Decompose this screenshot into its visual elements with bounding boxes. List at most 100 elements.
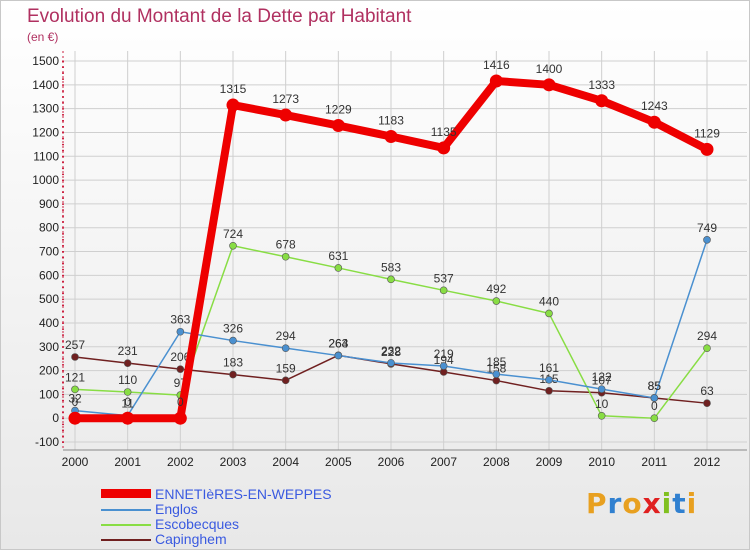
data-label: 194 [434,353,454,367]
data-label: 583 [381,260,401,274]
data-point [281,252,290,261]
data-point [650,394,659,402]
data-point [492,370,501,378]
y-tick-label: 600 [39,268,59,282]
y-axis-tick [62,167,64,170]
y-axis-tick [62,96,64,98]
data-label: 0 [124,395,131,409]
legend-swatch-englos [101,509,151,511]
data-point [542,78,556,92]
y-axis-tick [62,78,64,80]
y-axis-tick [62,268,64,271]
data-label: 158 [486,362,506,376]
y-axis-tick [62,149,64,152]
y-axis-tick [62,84,64,86]
y-axis-tick [62,185,64,188]
y-axis-tick [62,108,64,110]
y-axis-tick [62,245,64,247]
data-label: 537 [434,271,454,285]
y-tick-label: 1400 [32,78,59,92]
y-axis-tick [62,215,64,217]
y-axis-tick [62,203,64,205]
y-axis-tick [62,322,64,324]
data-label: 206 [170,350,190,364]
data-point [492,376,501,385]
data-label: 749 [697,221,717,235]
data-point [545,387,553,395]
data-label: 161 [539,361,559,375]
y-axis-tick [62,197,64,199]
data-point [173,411,187,425]
y-axis-tick [62,90,64,92]
data-point [334,351,343,360]
y-axis-tick [62,435,64,438]
data-point [439,362,448,370]
data-label: 294 [697,329,717,343]
data-label: 724 [223,227,243,241]
x-tick-label: 2011 [641,455,667,469]
x-tick-label: 2001 [114,455,141,469]
y-axis-tick [62,221,64,223]
y-tick-label: 0 [52,411,59,425]
y-axis-tick [62,411,64,414]
y-axis-tick [62,227,64,229]
logo-letter: i [661,487,673,520]
data-label: 232 [381,344,401,358]
data-label: 1243 [641,99,668,113]
legend-swatch-ennetieres [101,489,151,498]
data-label: 1129 [694,126,720,140]
y-tick-label: -100 [35,435,59,449]
logo-letter: t [672,487,687,520]
data-label: 1315 [220,82,247,96]
legend-label-capinghem: Capinghem [155,531,227,547]
data-label: 121 [65,370,85,384]
y-axis-tick [62,441,64,443]
y-axis-tick [62,239,64,241]
y-axis-tick [62,173,64,176]
data-point [650,414,659,422]
y-tick-label: 900 [39,197,59,211]
data-point [121,411,135,425]
data-label: 1135 [431,125,457,139]
y-axis-tick [62,393,64,396]
data-label: 185 [486,355,506,369]
data-label: 631 [328,249,348,263]
y-axis-tick [62,251,64,253]
y-tick-label: 1100 [33,149,59,163]
y-axis-tick [62,405,64,408]
data-label: 1229 [325,103,352,117]
data-point [700,142,714,156]
data-label: 678 [276,238,296,252]
data-point [226,98,240,112]
data-point [176,327,185,336]
y-tick-label: 1000 [32,173,59,187]
data-label: 0 [177,395,184,409]
chart-title: Evolution du Montant de la Dette par Hab… [27,6,412,27]
data-label: 32 [68,392,82,406]
y-axis-tick [62,381,64,384]
data-label: 294 [276,329,296,343]
data-point [597,412,606,420]
data-point [437,141,451,155]
data-label: 183 [223,356,243,370]
data-point [123,388,132,396]
data-point [595,94,609,108]
legend-swatch-capinghem [101,539,151,541]
legend-label-ennetieres: ENNETIèRES-EN-WEPPES [155,486,332,502]
y-axis-tick [62,340,64,342]
y-axis-tick [62,233,64,235]
y-axis-tick [62,131,64,134]
data-point [387,359,395,367]
data-point [703,344,711,352]
data-label: 0 [72,395,79,409]
data-label: 219 [434,347,454,361]
y-tick-label: 1200 [32,125,59,139]
y-axis-tick [62,72,64,74]
y-axis-tick [62,114,64,116]
y-axis-tick [62,310,64,313]
y-axis-tick [62,286,64,289]
data-point [492,297,501,305]
